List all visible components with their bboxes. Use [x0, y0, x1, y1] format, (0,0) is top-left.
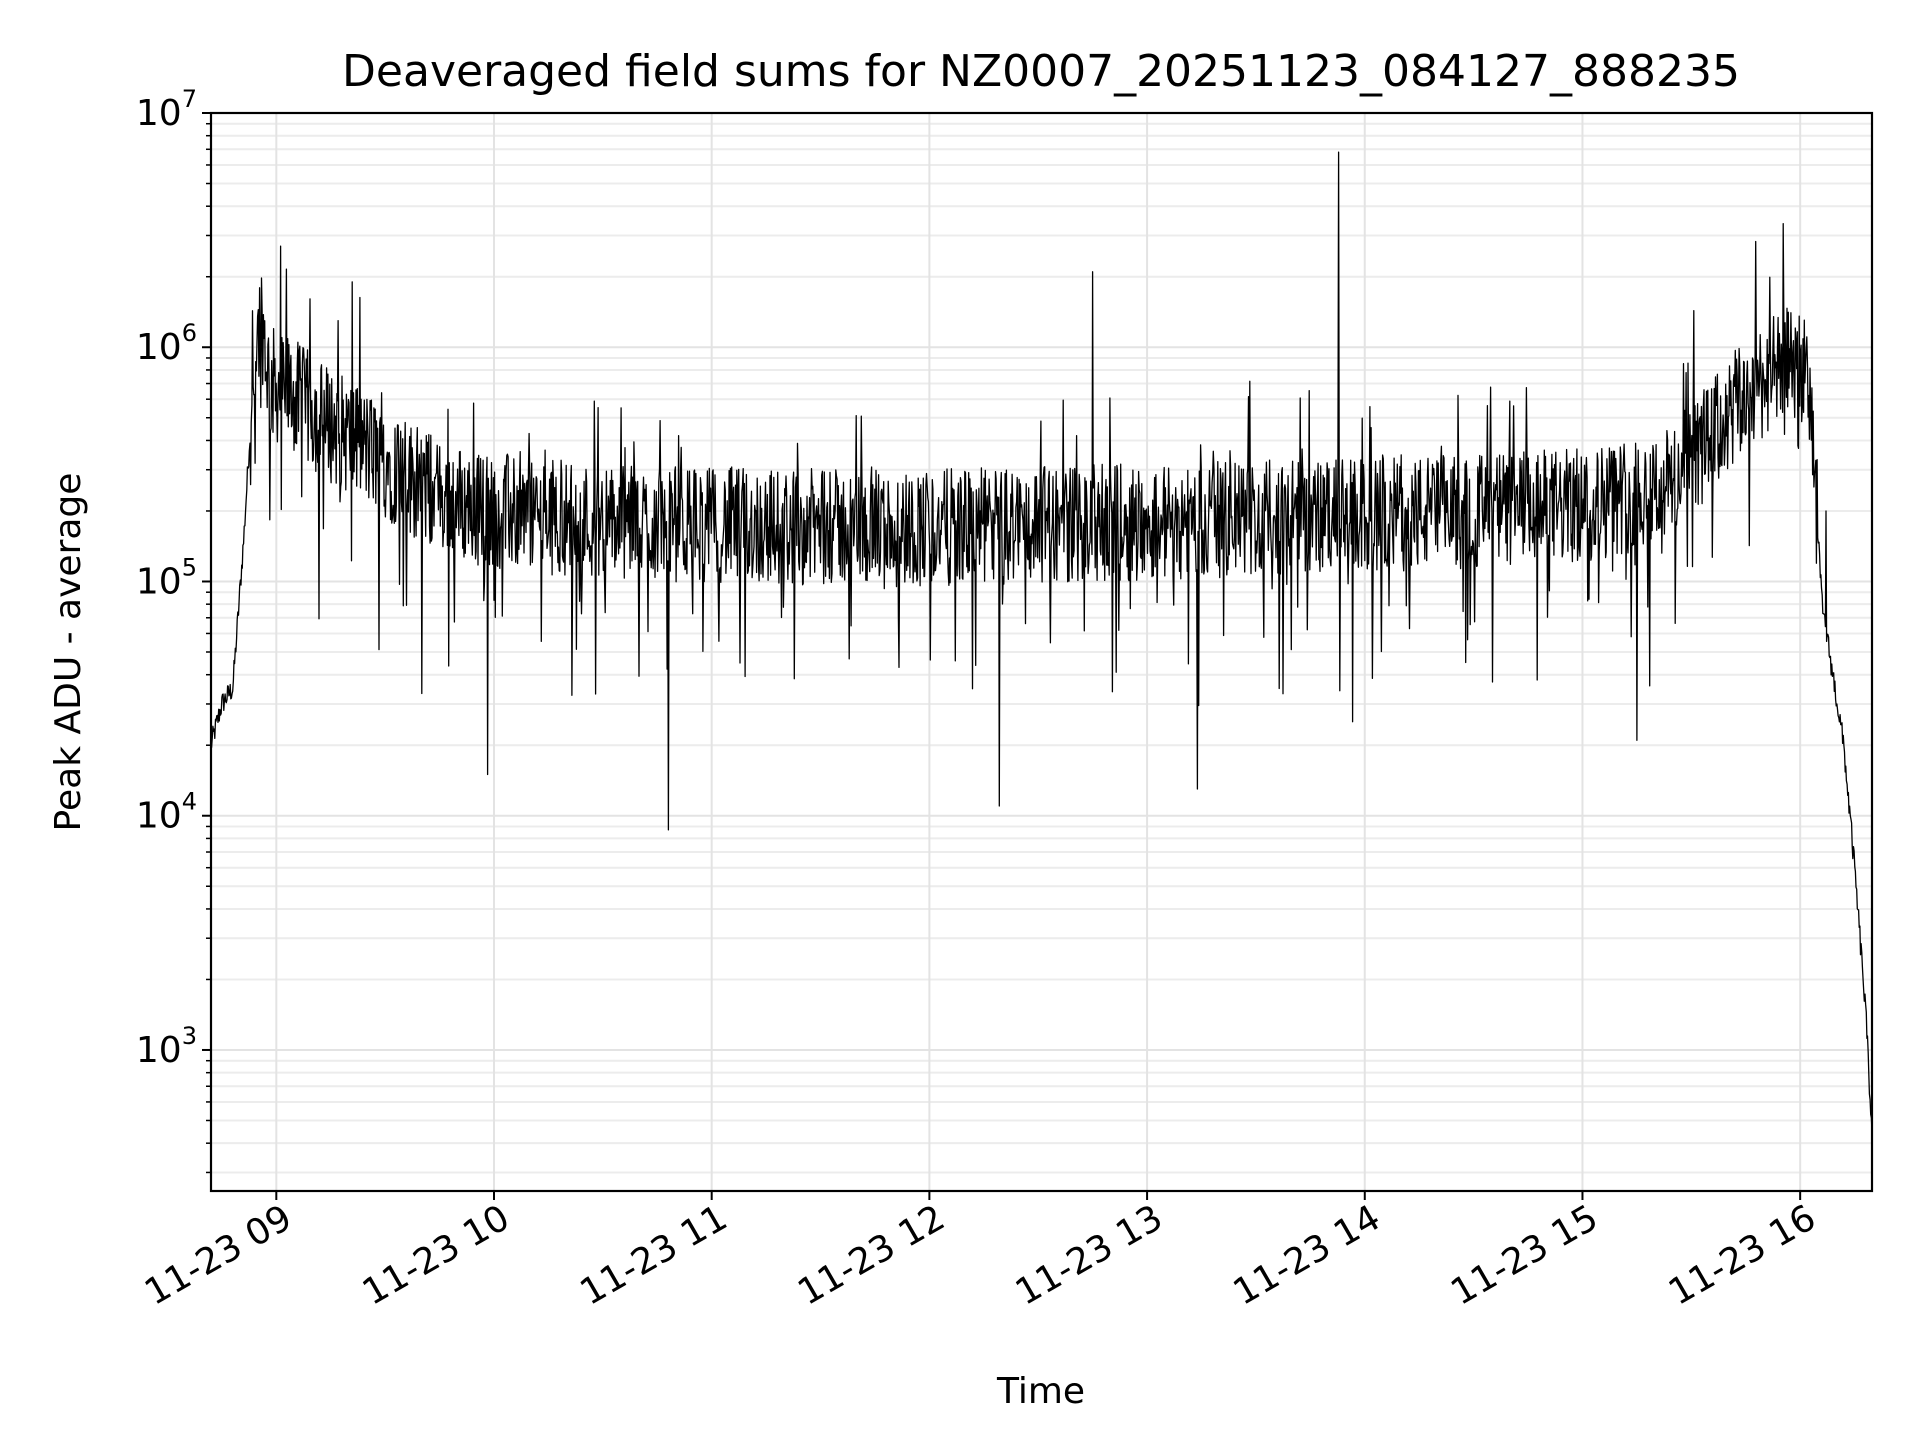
x-tick-label: 11-23 16 — [1662, 1197, 1823, 1313]
x-tick-label: 11-23 12 — [791, 1197, 952, 1313]
chart-title: Deaveraged field sums for NZ0007_2025112… — [342, 46, 1740, 97]
y-tick-label: 106 — [136, 319, 197, 368]
y-tick-label: 107 — [136, 85, 197, 134]
x-tick-label: 11-23 10 — [356, 1197, 517, 1313]
grid — [211, 112, 1872, 1191]
y-tick-label: 104 — [136, 788, 197, 837]
x-tick-label: 11-23 09 — [138, 1197, 299, 1313]
y-tick-label: 103 — [136, 1022, 197, 1071]
x-tick-label: 11-23 13 — [1009, 1197, 1170, 1313]
x-axis-label: Time — [996, 1371, 1085, 1412]
y-axis: 103 104 105 106 107 — [136, 85, 211, 1174]
y-axis-label: Peak ADU - average — [48, 473, 89, 832]
x-tick-label: 11-23 15 — [1444, 1197, 1605, 1313]
y-tick-label: 105 — [136, 553, 197, 602]
x-axis: 11-23 09 11-23 10 11-23 11 11-23 12 11-23 13… — [138, 1191, 1823, 1314]
series-layer — [210, 151, 1873, 1134]
x-tick-label: 11-23 11 — [574, 1197, 735, 1313]
series-line-field-sums — [210, 151, 1873, 1134]
x-tick-label: 11-23 14 — [1227, 1197, 1388, 1313]
